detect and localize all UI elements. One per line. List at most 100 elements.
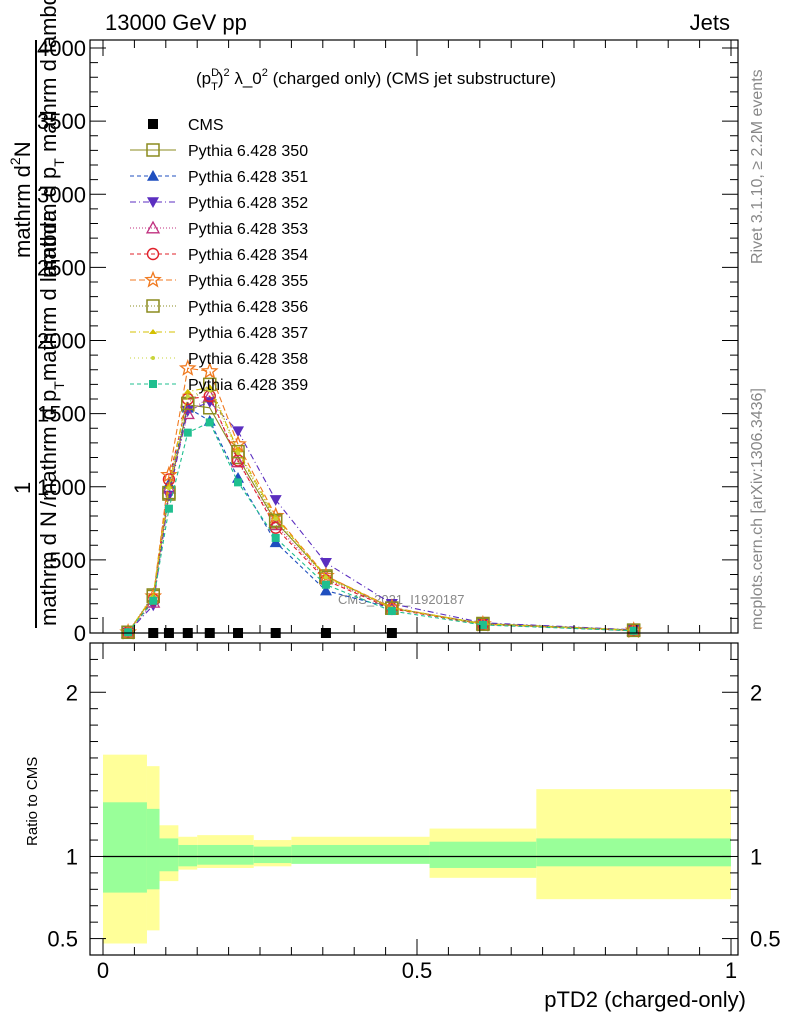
main-y-tick-label: 500	[49, 548, 86, 573]
legend-marker	[151, 356, 155, 360]
stat-band-bin	[429, 841, 537, 868]
ratio-ylabel: Ratio to CMS	[24, 757, 41, 846]
legend-label: Pythia 6.428 351	[188, 169, 308, 186]
data-point	[319, 584, 332, 596]
legend-marker	[145, 220, 161, 234]
legend-marker	[146, 247, 160, 261]
series-7	[121, 377, 641, 640]
data-point	[183, 388, 192, 394]
stat-band-bin	[103, 802, 147, 893]
legend-entry: Pythia 6.428 351	[130, 169, 308, 186]
legend-marker	[149, 329, 157, 334]
legend-marker	[146, 299, 160, 313]
legend-entry: Pythia 6.428 355	[130, 270, 308, 290]
stat-band-bin	[159, 838, 179, 872]
legend-entry: Pythia 6.428 359	[130, 377, 308, 394]
legend-label: Pythia 6.428 358	[188, 351, 308, 368]
data-point	[160, 465, 178, 483]
ratio-axes: 0.5 0.5 1 1 2 2 0 0.5 1	[47, 642, 781, 983]
legend-label: Pythia 6.428 355	[188, 273, 308, 290]
legend-entry: Pythia 6.428 353	[130, 220, 308, 238]
main-y-tick-label: 2000	[37, 329, 86, 354]
x-tick-label: 0.5	[402, 958, 433, 983]
x-tick-label: 0	[97, 958, 109, 983]
legend-entry: Pythia 6.428 352	[130, 195, 308, 212]
main-y-tick-label: 0	[74, 621, 86, 646]
legend-label: Pythia 6.428 353	[188, 221, 308, 238]
data-point	[387, 607, 396, 616]
ratio-y-tick-label: 2	[66, 680, 78, 705]
data-point	[269, 495, 282, 506]
data-point	[124, 628, 133, 637]
data-point	[232, 426, 245, 438]
svg-text:1: 1	[10, 482, 35, 494]
data-point	[207, 388, 212, 393]
data-point	[268, 513, 283, 528]
data-point	[273, 516, 278, 521]
data-point	[180, 406, 195, 420]
legend-marker	[148, 119, 158, 129]
data-point	[149, 596, 158, 605]
legend-entry: Pythia 6.428 358	[130, 351, 308, 368]
data-point	[319, 558, 332, 569]
legend-label: Pythia 6.428 350	[188, 143, 308, 160]
main-frame	[89, 39, 739, 634]
data-point	[178, 359, 197, 376]
data-point	[321, 580, 330, 589]
data-point	[205, 418, 214, 427]
legend-entry: Pythia 6.428 350	[130, 143, 308, 160]
data-point	[183, 428, 192, 437]
legend-label: Pythia 6.428 359	[188, 377, 308, 394]
data-point	[629, 626, 638, 635]
data-point	[269, 521, 282, 534]
main-y-tick-label: 1500	[37, 402, 86, 427]
stat-band-bin	[536, 838, 731, 867]
x-axis-label: pTD2 (charged-only)	[544, 987, 746, 1012]
legend-marker	[144, 270, 162, 288]
ratio-y-tick-label-right: 1	[750, 844, 762, 869]
main-ylabel: mathrm d2N 1 mathrm d pT mathrm d lambda…	[7, 0, 67, 628]
mcplots-label: mcplots.cern.ch [arXiv:1306.3436]	[749, 388, 766, 630]
ratio-plot-area	[103, 754, 731, 944]
main-series-group	[119, 359, 643, 640]
data-point	[202, 388, 217, 402]
svg-text:mathrm d pT mathrm d lambda: mathrm d pT mathrm d lambda	[36, 0, 67, 278]
rivet-version-label: Rivet 3.1.10, ≥ 2.2M events	[749, 69, 766, 264]
legend-marker	[149, 380, 157, 388]
main-axes: 0 500 1000 1500 2000 2500 3000 3500 4000	[37, 36, 739, 646]
data-point	[231, 444, 245, 459]
data-point	[166, 486, 171, 491]
ratio-y-tick-label-right: 0.5	[750, 927, 781, 952]
ratio-y-tick-label: 0.5	[47, 927, 78, 952]
stat-band-bin	[253, 846, 292, 864]
series-line	[127, 389, 634, 633]
data-point	[271, 533, 280, 542]
ratio-y-tick-label: 1	[66, 844, 78, 869]
legend-label: Pythia 6.428 354	[188, 247, 308, 264]
data-point	[234, 447, 243, 453]
legend-marker	[147, 197, 159, 208]
legend-marker	[147, 170, 159, 181]
series-line	[127, 395, 634, 633]
main-y-tick-label: 1000	[37, 475, 86, 500]
data-point	[149, 592, 158, 598]
legend-label: Pythia 6.428 356	[188, 299, 308, 316]
series-line	[127, 383, 634, 633]
legend-entry: Pythia 6.428 356	[130, 299, 308, 316]
legend-marker	[146, 143, 160, 157]
data-point	[230, 454, 246, 468]
svg-text:mathrm d2N: mathrm d2N	[7, 141, 35, 258]
data-point	[236, 451, 241, 456]
legend-entry: Pythia 6.428 354	[130, 247, 308, 264]
main-y-tick-label: 2500	[37, 255, 86, 280]
stat-band-bin	[178, 844, 198, 867]
legend-label: Pythia 6.428 357	[188, 325, 308, 342]
data-point	[205, 384, 214, 390]
main-y-tick-label: 3500	[37, 109, 86, 134]
legend-label: Pythia 6.428 352	[188, 195, 308, 212]
series-10	[124, 418, 638, 637]
legend: CMS Pythia 6.428 350 Pythia 6.428 351 Pythi…	[130, 117, 308, 394]
main-y-tick-label: 4000	[37, 36, 86, 61]
stat-band-bin	[146, 808, 160, 890]
